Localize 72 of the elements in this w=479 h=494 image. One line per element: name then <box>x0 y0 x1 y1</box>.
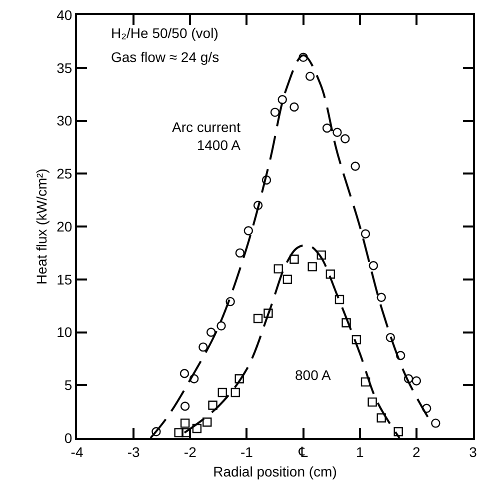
point <box>218 388 227 398</box>
annotation: 800 A <box>295 367 332 383</box>
point <box>270 108 280 117</box>
point <box>396 350 406 360</box>
y-tick-label: 40 <box>56 6 72 23</box>
x-axis-title: Radial position (cm) <box>213 464 337 480</box>
x-tick-label: -1 <box>240 444 254 460</box>
point <box>342 318 351 328</box>
y-tick-label: 25 <box>56 166 72 182</box>
point <box>290 102 299 112</box>
point <box>230 388 240 398</box>
point <box>412 376 422 386</box>
point <box>376 413 386 423</box>
y-tick-label: 35 <box>56 60 72 76</box>
point <box>192 424 202 434</box>
point <box>386 332 396 342</box>
y-tick-label: 30 <box>56 112 72 129</box>
x-tick-label: -2 <box>184 444 197 460</box>
point <box>262 175 272 185</box>
point <box>290 254 299 264</box>
point <box>394 427 403 436</box>
y-tick-label: 15 <box>56 271 72 288</box>
point <box>198 342 208 352</box>
point <box>431 418 440 428</box>
point <box>244 226 254 236</box>
point <box>152 427 161 436</box>
point <box>360 229 370 238</box>
annotation: Gas flow ≈ 24 g/s <box>111 49 220 65</box>
point <box>376 292 386 302</box>
point <box>208 400 218 410</box>
point <box>282 274 292 284</box>
x-tick-label: 2 <box>412 444 421 460</box>
point <box>274 264 283 274</box>
point <box>202 418 212 427</box>
annotation: H₂/He 50/50 (vol) <box>111 25 218 41</box>
point <box>334 294 344 304</box>
point <box>332 128 342 137</box>
point <box>180 418 190 428</box>
point <box>264 308 273 318</box>
point <box>253 200 263 210</box>
point <box>253 314 263 324</box>
point <box>322 124 332 133</box>
point <box>234 374 244 384</box>
point <box>308 262 317 272</box>
point <box>368 397 377 407</box>
x-tick-label: ℄ <box>298 444 308 460</box>
point <box>340 134 350 144</box>
y-tick-label: 20 <box>56 218 72 234</box>
point <box>326 269 336 279</box>
point <box>235 248 245 258</box>
point <box>368 261 378 270</box>
annotation: Arc current 1400 A <box>172 119 242 154</box>
point <box>278 95 287 104</box>
point <box>180 368 190 378</box>
x-tick-label: -3 <box>127 444 140 460</box>
point <box>174 428 184 438</box>
y-axis-title: Heat flux (kW/cm²) <box>34 168 50 284</box>
y-tick-label: 5 <box>64 377 72 394</box>
point <box>226 296 235 306</box>
point <box>305 72 315 81</box>
point <box>206 328 216 337</box>
point <box>350 162 360 171</box>
point <box>352 335 362 344</box>
x-tick-label: 3 <box>469 444 478 460</box>
x-tick-label: 1 <box>356 444 364 460</box>
point <box>216 321 226 331</box>
point <box>180 402 190 411</box>
y-tick-label: 10 <box>56 324 72 340</box>
x-tick-label: -4 <box>70 444 84 460</box>
point <box>316 250 326 260</box>
y-tick-label: 0 <box>64 430 72 446</box>
point <box>360 377 370 387</box>
